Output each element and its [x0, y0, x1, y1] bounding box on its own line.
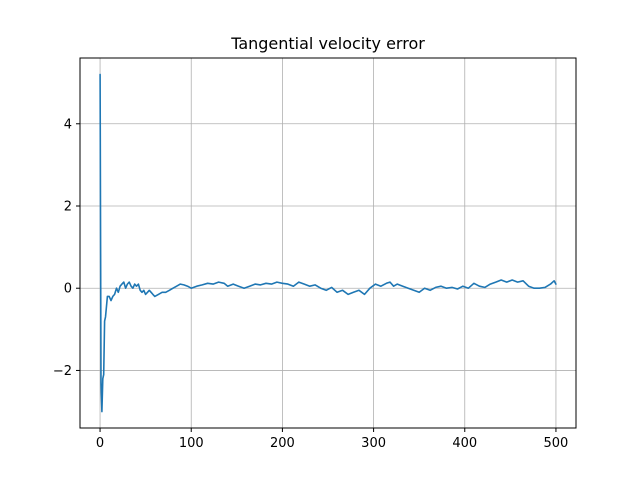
series-line — [99, 73, 557, 413]
x-tick-label: 200 — [270, 436, 295, 451]
y-tick-label: 0 — [64, 282, 72, 297]
plot-area — [99, 73, 557, 413]
y-tick-label: 4 — [64, 117, 72, 132]
x-tick-label: 400 — [452, 436, 477, 451]
x-tick-label: 500 — [544, 436, 569, 451]
y-tick-label: 2 — [64, 200, 72, 215]
x-tick-label: 100 — [179, 436, 204, 451]
grid — [80, 58, 576, 428]
axes-frame — [79, 57, 577, 429]
x-tick-label: 0 — [96, 436, 104, 451]
chart-title: Tangential velocity error — [230, 34, 425, 53]
axis-ticks: 0 100 200 300 400 500 −2 0 2 4 — [53, 117, 569, 451]
x-tick-label: 300 — [361, 436, 386, 451]
y-tick-label: −2 — [53, 364, 72, 379]
